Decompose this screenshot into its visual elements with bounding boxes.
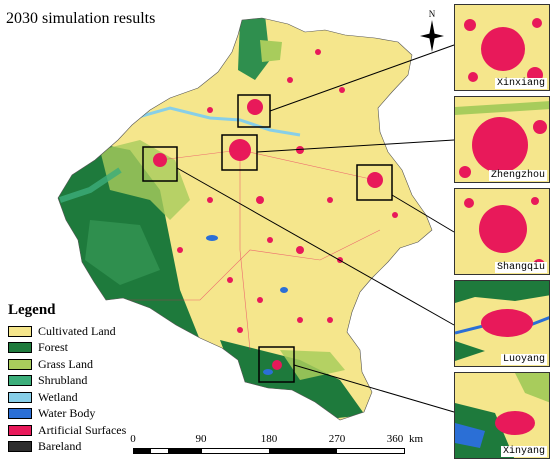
scale-unit: km (409, 433, 424, 445)
legend-swatch (8, 424, 32, 436)
inset-label-shangqiu: Shangqiu (494, 262, 547, 273)
box-xinyang (258, 346, 295, 383)
inset-label-zhengzhou: Zhengzhou (488, 170, 547, 181)
scale-tick-180: 180 (260, 433, 278, 445)
legend-heading: Legend (8, 302, 56, 318)
scale-tick-90: 90 (195, 433, 207, 445)
inset-label-xinxiang: Xinxiang (494, 78, 547, 89)
scale-bar-graphic (133, 448, 405, 454)
legend-item: Bareland (8, 439, 126, 456)
legend-label: Bareland (38, 439, 82, 454)
legend-label: Wetland (38, 389, 78, 404)
legend-swatch (8, 391, 32, 403)
scale-bar: 0 90 180 270 360 km (130, 433, 423, 454)
inset-xinyang: Xinyang (454, 372, 550, 459)
box-shangqiu (356, 164, 393, 201)
inset-zhengzhou: Zhengzhou (454, 96, 550, 183)
legend-item: Cultivated Land (8, 323, 126, 340)
legend-label: Water Body (38, 406, 96, 421)
scale-tick-360: 360 (386, 433, 404, 445)
legend-item: Water Body (8, 406, 126, 423)
legend-item: Grass Land (8, 356, 126, 373)
inset-label-xinyang: Xinyang (500, 446, 547, 457)
north-label: N (429, 9, 436, 19)
legend-swatch (8, 441, 32, 453)
north-arrow-icon: N (420, 9, 444, 52)
box-luoyang (142, 146, 178, 182)
inset-xinxiang: Xinxiang (454, 4, 550, 91)
scale-tick-270: 270 (328, 433, 346, 445)
legend-label: Forest (38, 340, 68, 355)
legend-swatch (8, 325, 32, 337)
legend-swatch (8, 408, 32, 420)
legend-swatch (8, 342, 32, 354)
inset-shangqiu: Shangqiu (454, 188, 550, 275)
legend-item: Shrubland (8, 373, 126, 390)
box-zhengzhou (221, 134, 258, 171)
legend-label: Cultivated Land (38, 323, 116, 338)
scale-tick-0: 0 (130, 433, 136, 445)
legend-label: Artificial Surfaces (38, 422, 127, 437)
inset-luoyang: Luoyang (454, 280, 550, 367)
legend-swatch (8, 375, 32, 387)
legend-item: Artificial Surfaces (8, 422, 126, 439)
legend-item: Wetland (8, 389, 126, 406)
legend-item: Forest (8, 340, 126, 357)
legend: Legend Cultivated Land Forest Grass Land Sh… (8, 302, 126, 455)
legend-label: Shrubland (38, 373, 88, 388)
legend-label: Grass Land (38, 356, 93, 371)
legend-swatch (8, 358, 32, 370)
inset-label-luoyang: Luoyang (500, 354, 547, 365)
map-title: 2030 simulation results (6, 10, 156, 27)
